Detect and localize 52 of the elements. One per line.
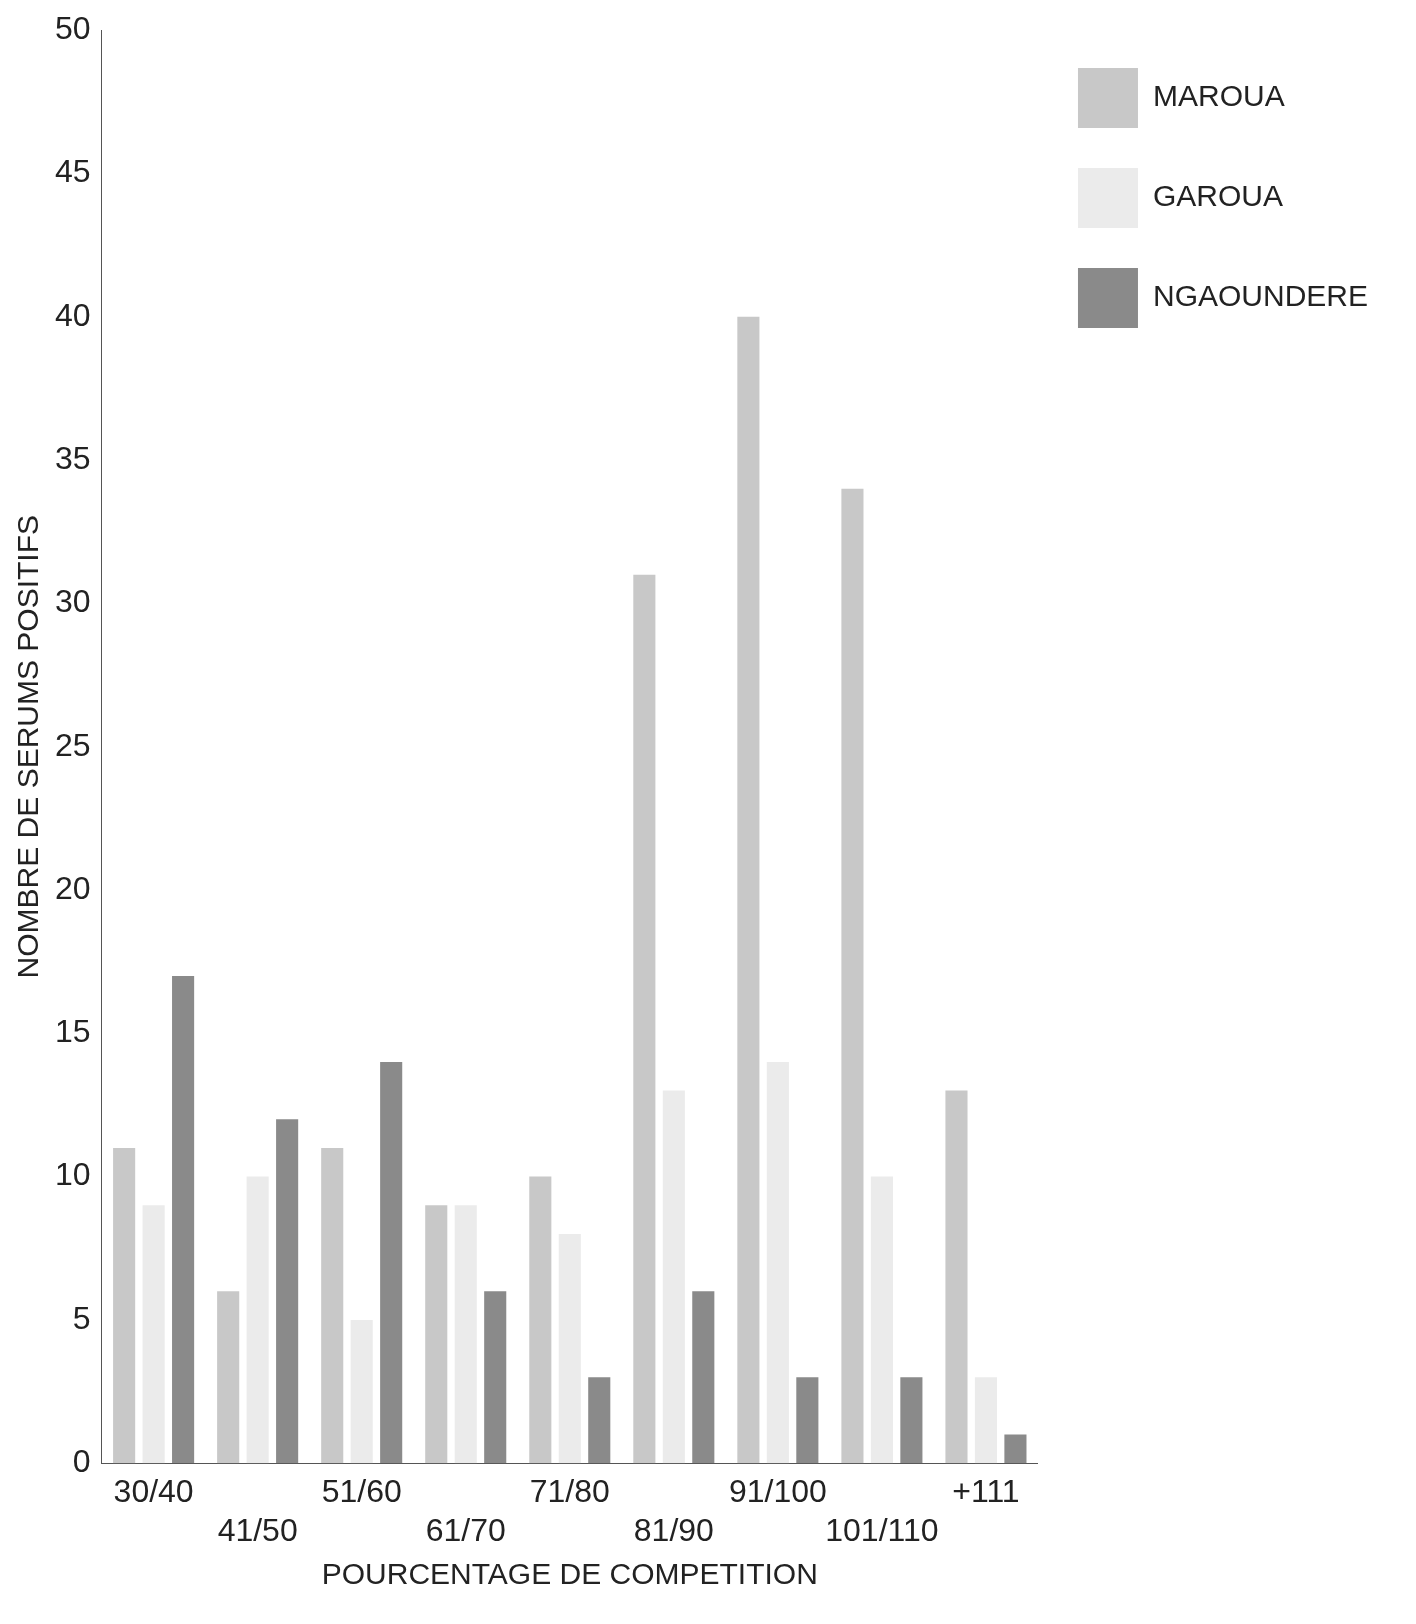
y-tick-label: 5 <box>72 1299 91 1336</box>
bar <box>766 1061 789 1464</box>
bar <box>350 1319 373 1464</box>
y-tick-label: 0 <box>72 1443 91 1480</box>
y-tick-label: 20 <box>55 869 91 906</box>
bar <box>113 1147 136 1464</box>
bar <box>945 1090 968 1464</box>
bar <box>217 1291 240 1464</box>
bar <box>870 1176 893 1464</box>
x-tick-label: 61/70 <box>425 1511 506 1548</box>
bar <box>380 1061 403 1464</box>
bar <box>796 1377 819 1464</box>
y-tick-label: 10 <box>55 1156 91 1193</box>
bar <box>633 574 656 1464</box>
legend-label: MAROUA <box>1152 79 1285 113</box>
y-tick-label: 50 <box>55 10 91 47</box>
x-tick-label: 81/90 <box>633 1511 714 1548</box>
bar <box>558 1233 581 1464</box>
bar <box>588 1377 611 1464</box>
legend-label: NGAOUNDERE <box>1152 279 1369 313</box>
x-tick-label: +111 <box>952 1473 1020 1510</box>
bar <box>142 1205 165 1464</box>
bar <box>692 1291 715 1464</box>
bar <box>900 1377 923 1464</box>
bar <box>974 1377 998 1464</box>
y-axis-title: NOMBRE DE SERUMS POSITIFS <box>11 515 45 979</box>
bar <box>662 1090 685 1464</box>
y-tick-label: 30 <box>55 583 91 620</box>
bar <box>737 316 760 1464</box>
bar <box>425 1205 448 1464</box>
y-tick-label: 25 <box>55 726 91 763</box>
legend-label: GAROUA <box>1152 179 1284 213</box>
x-tick-label: 101/110 <box>825 1511 939 1548</box>
x-tick-label: 71/80 <box>529 1473 610 1510</box>
bar <box>172 975 195 1464</box>
y-tick-label: 45 <box>55 153 91 190</box>
x-tick-label: 41/50 <box>217 1511 298 1548</box>
y-tick-label: 35 <box>55 439 91 476</box>
y-tick-label: 40 <box>55 296 91 333</box>
x-tick-label: 30/40 <box>113 1473 194 1510</box>
bar <box>841 488 864 1464</box>
x-tick-label: 51/60 <box>321 1473 402 1510</box>
bar <box>454 1205 477 1464</box>
bar <box>321 1147 344 1464</box>
x-axis-title: POURCENTAGE DE COMPETITION <box>321 1557 818 1591</box>
x-tick-label: 91/100 <box>728 1473 827 1510</box>
y-tick-label: 15 <box>55 1013 91 1050</box>
bar <box>276 1119 299 1464</box>
bar <box>246 1176 269 1464</box>
bar <box>484 1291 507 1464</box>
bar <box>529 1176 552 1464</box>
bar <box>1004 1434 1027 1464</box>
